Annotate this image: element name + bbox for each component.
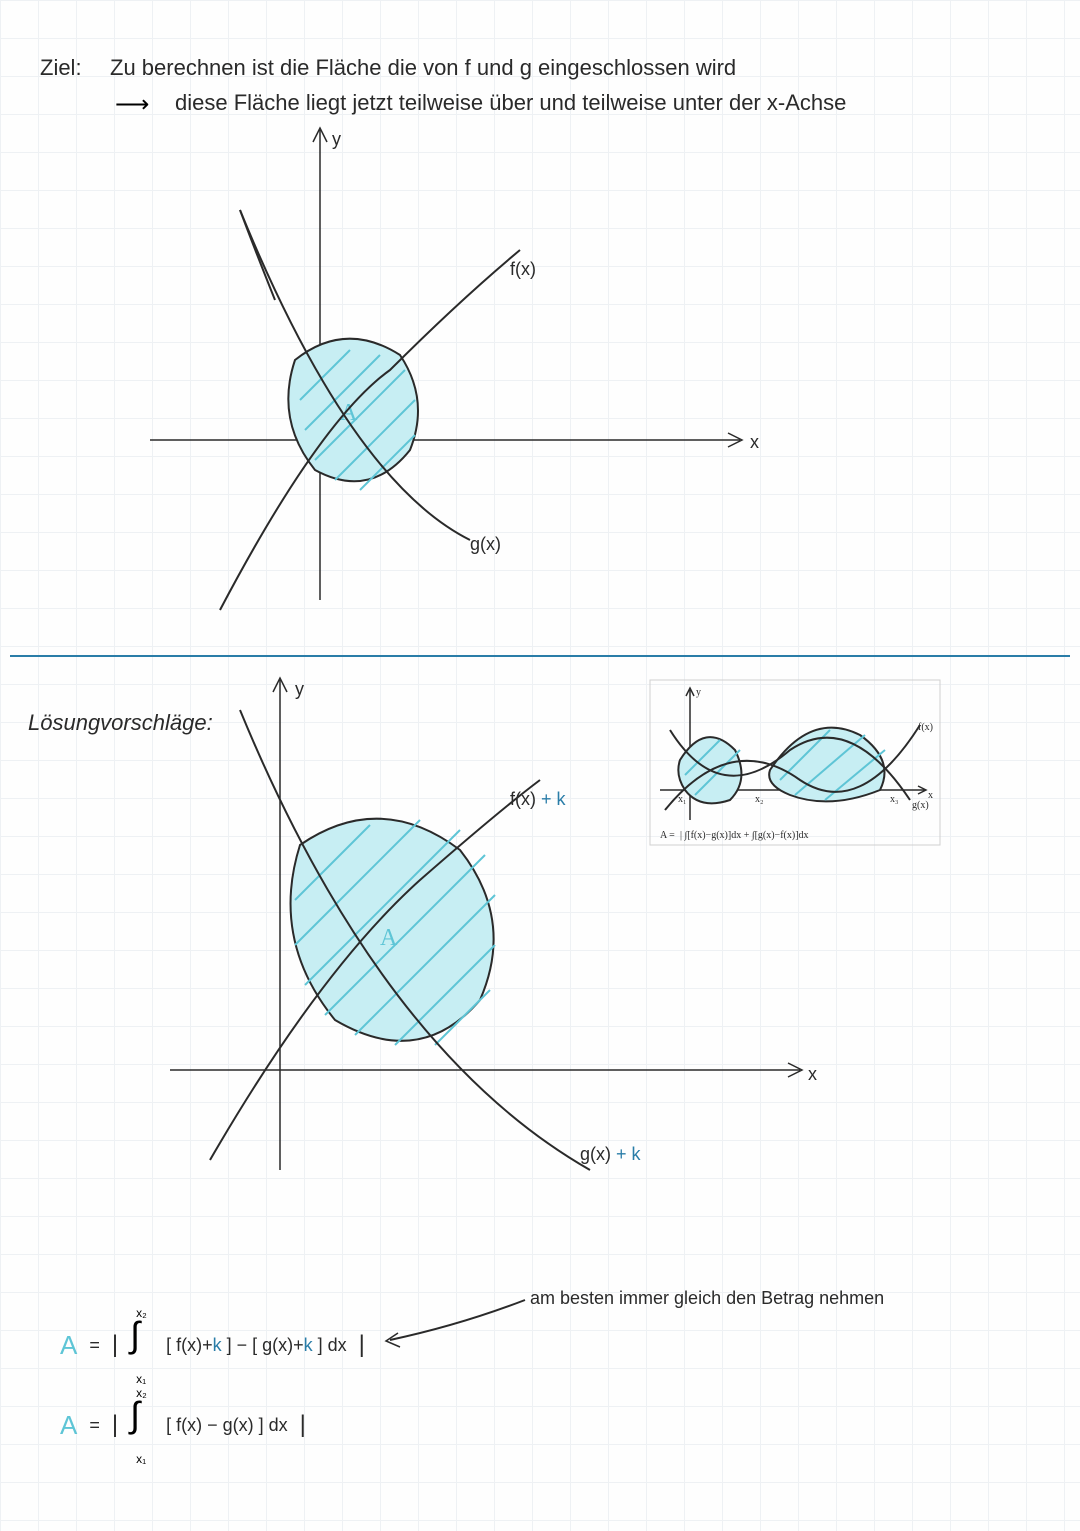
svg-text:A =: A = <box>660 830 675 841</box>
y-axis-label-2: y <box>295 679 304 699</box>
svg-text:g(x) + k: g(x) + k <box>580 1144 642 1164</box>
page-content: Ziel: Zu berechnen ist die Fläche die vo… <box>0 0 1080 1531</box>
svg-text:g(x): g(x) <box>912 800 929 811</box>
formula-A: A <box>60 1330 77 1361</box>
svg-text:x₂: x₂ <box>755 794 764 805</box>
svg-text:x: x <box>928 790 933 801</box>
svg-text:y: y <box>696 687 701 698</box>
y-axis-label: y <box>332 129 341 149</box>
area-label-2: A <box>380 925 398 951</box>
goal-line2: diese Fläche liegt jetzt teilweise über … <box>175 90 846 116</box>
svg-text:x₃: x₃ <box>890 794 899 805</box>
section-divider <box>10 655 1070 657</box>
g-label: g(x) <box>470 534 501 554</box>
goal-line1: Zu berechnen ist die Fläche die von f un… <box>110 55 736 81</box>
formula-A-2: A <box>60 1410 77 1441</box>
x-axis-label: x <box>750 432 759 452</box>
graph-1: y x A f(x) g(x) <box>100 120 800 640</box>
inset-graph: y x f(x) g(x) x₁ x₂ x₃ A = | ∫[f(x)−g(x)… <box>650 680 950 880</box>
formula-line-2: A = | x₂ ∫ x₁ [ f(x) − g(x) ] dx | <box>60 1400 306 1450</box>
svg-text:x₁: x₁ <box>678 794 687 805</box>
svg-text:| ∫[f(x)−g(x)]dx + ∫[g(x)−f(x): | ∫[f(x)−g(x)]dx + ∫[g(x)−f(x)]dx <box>680 830 809 841</box>
f-label: f(x) <box>510 259 536 279</box>
formula-line-1: A = | x₂ ∫ x₁ [ f(x)+k ] − [ g(x)+k ] dx… <box>60 1320 365 1370</box>
svg-text:f(x): f(x) <box>918 722 933 733</box>
x-axis-label-2: x <box>808 1064 817 1084</box>
note-text: am besten immer gleich den Betrag nehmen <box>530 1288 884 1309</box>
arrow-icon: ⟶ <box>115 90 149 119</box>
goal-label: Ziel: <box>40 55 82 81</box>
svg-text:f(x) + k: f(x) + k <box>510 789 567 809</box>
